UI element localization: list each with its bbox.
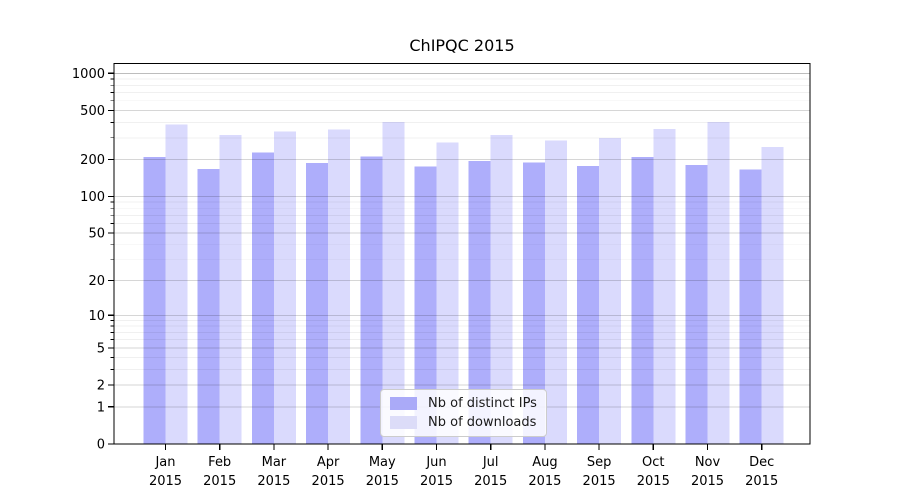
plot-border — [113, 62, 811, 445]
legend-row-downloads: Nb of downloads — [390, 415, 537, 430]
bar-jan-downloads — [165, 124, 188, 445]
legend-swatch-distinct-ips — [390, 397, 417, 410]
legend-swatch-downloads — [390, 416, 417, 429]
bar-jun-ips — [414, 166, 437, 444]
bar-jan-ips — [143, 157, 166, 444]
legend: Nb of distinct IPs Nb of downloads — [380, 389, 547, 437]
bar-aug-downloads — [544, 140, 567, 444]
y-tick-label: 0 — [97, 438, 105, 453]
y-tick-label: 500 — [80, 104, 105, 119]
chart-title: ChIPQC 2015 — [409, 36, 515, 55]
x-tick-label-month: Dec — [749, 455, 774, 470]
bar-sep-ips — [577, 166, 600, 444]
x-tick-label-month: Nov — [695, 455, 721, 470]
bar-mar-ips — [251, 152, 274, 444]
bar-dec-ips — [739, 169, 762, 444]
bar-feb-ips — [197, 169, 220, 444]
bar-dec-downloads — [761, 147, 784, 444]
x-tick-label-month: Sep — [587, 455, 612, 470]
legend-label-distinct-ips: Nb of distinct IPs — [428, 396, 537, 411]
x-axis: Jan 2015 Feb 2015 Mar 2015 Apr 2015 May 2015 Jun 20… — [149, 444, 778, 489]
x-tick-label-year: 2015 — [637, 474, 670, 489]
legend-row-distinct-ips: Nb of distinct IPs — [390, 396, 537, 411]
bar-feb-downloads — [219, 135, 242, 444]
y-tick-label: 50 — [88, 227, 105, 242]
bar-jul-downloads — [490, 135, 513, 444]
y-tick-label: 1 — [97, 400, 105, 415]
x-tick-label-month: Jan — [154, 455, 175, 470]
x-tick-label-month: Mar — [262, 455, 287, 470]
legend-label-downloads: Nb of downloads — [428, 415, 537, 430]
bar-jun-downloads — [436, 142, 459, 444]
x-tick-label-year: 2015 — [745, 474, 778, 489]
y-tick-label: 20 — [88, 274, 105, 289]
bar-nov-ips — [685, 164, 708, 445]
y-tick-label: 10 — [88, 309, 105, 324]
x-tick-label-year: 2015 — [366, 474, 399, 489]
x-tick-label-year: 2015 — [528, 474, 561, 489]
x-tick-label-year: 2015 — [691, 474, 724, 489]
x-tick-label-year: 2015 — [149, 474, 182, 489]
x-tick-label-year: 2015 — [420, 474, 453, 489]
y-gridlines — [114, 72, 810, 408]
x-tick-label-year: 2015 — [203, 474, 236, 489]
y-tick-label: 200 — [80, 153, 105, 168]
y-tick-label: 5 — [97, 341, 105, 356]
bar-nov-downloads — [707, 121, 730, 445]
x-tick-label-month: Jun — [425, 455, 446, 470]
bar-may-ips — [360, 156, 383, 444]
bars-downloads — [165, 121, 784, 445]
bar-mar-downloads — [273, 131, 296, 444]
x-tick-label-month: Apr — [317, 455, 340, 470]
x-tick-label-month: May — [369, 455, 396, 470]
bar-oct-ips — [631, 157, 654, 444]
x-tick-label-month: Aug — [532, 455, 557, 470]
x-tick-label-year: 2015 — [312, 474, 345, 489]
x-tick-label-month: Feb — [208, 455, 231, 470]
bar-apr-downloads — [328, 129, 351, 444]
y-axis: 0 1 2 5 10 20 50 100 200 500 1000 — [72, 67, 114, 453]
bar-jul-ips — [468, 160, 491, 445]
y-tick-label: 1000 — [72, 67, 105, 82]
bar-sep-downloads — [599, 138, 622, 444]
bar-may-downloads — [382, 122, 405, 444]
x-tick-label-year: 2015 — [257, 474, 290, 489]
bar-apr-ips — [306, 163, 329, 444]
bars-distinct-ips — [143, 152, 762, 445]
bar-oct-downloads — [653, 129, 676, 444]
x-tick-label-year: 2015 — [474, 474, 507, 489]
x-tick-label-year: 2015 — [583, 474, 616, 489]
x-tick-label-month: Oct — [642, 455, 664, 470]
y-tick-label: 100 — [80, 190, 105, 205]
bar-aug-ips — [522, 162, 545, 444]
x-tick-label-month: Jul — [482, 455, 499, 470]
y-tick-label: 2 — [97, 379, 105, 394]
